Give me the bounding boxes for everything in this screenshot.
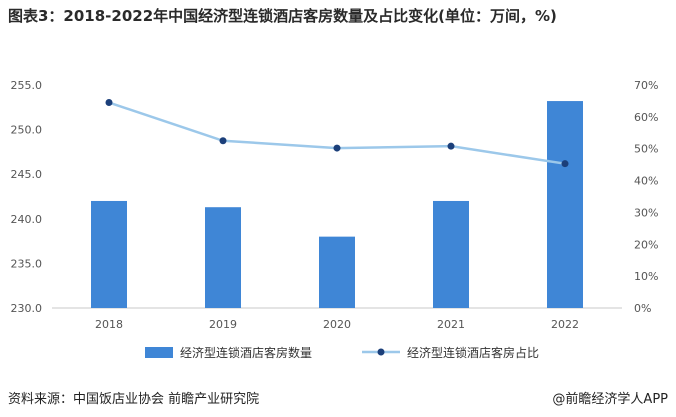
x-tick-label: 2019: [209, 318, 237, 331]
line-point: [105, 99, 113, 107]
legend: 经济型连锁酒店客房数量 经济型连锁酒店客房占比: [145, 345, 539, 360]
line-point: [561, 160, 569, 168]
bar: [433, 200, 469, 308]
line-series: [105, 99, 569, 168]
legend-bar-swatch: [145, 347, 173, 358]
x-tick-label: 2021: [437, 318, 465, 331]
source-note: 资料来源：中国饭店业协会 前瞻产业研究院: [8, 392, 260, 407]
bar-series: [91, 101, 583, 308]
right-tick-label: 70%: [634, 79, 658, 92]
bar: [547, 101, 583, 308]
x-tick-label: 2022: [551, 318, 579, 331]
bar: [91, 200, 127, 308]
line-path: [108, 101, 566, 165]
right-axis-ticks: 0% 10% 20% 30% 40% 50% 60% 70%: [634, 79, 658, 315]
legend-line-label: 经济型连锁酒店客房占比: [407, 345, 539, 360]
legend-bar-label: 经济型连锁酒店客房数量: [180, 345, 312, 360]
left-tick-label: 230.0: [11, 302, 43, 315]
chart-title: 图表3：2018-2022年中国经济型连锁酒店客房数量及占比变化(单位：万间，%…: [8, 7, 557, 25]
x-axis-ticks: 2018 2019 2020 2021 2022: [95, 318, 579, 331]
chart: 230.0 235.0 240.0 245.0 250.0 255.0 0% 10% 20% 3…: [11, 79, 659, 360]
left-tick-label: 250.0: [11, 124, 43, 137]
right-tick-label: 30%: [634, 206, 658, 219]
right-tick-label: 60%: [634, 111, 658, 124]
x-tick-label: 2020: [323, 318, 351, 331]
right-tick-label: 50%: [634, 143, 658, 156]
left-tick-label: 245.0: [11, 168, 43, 181]
right-tick-label: 20%: [634, 238, 658, 251]
right-tick-label: 40%: [634, 175, 658, 188]
right-tick-label: 10%: [634, 270, 658, 283]
line-point: [447, 142, 455, 150]
x-tick-label: 2018: [95, 318, 123, 331]
right-tick-label: 0%: [634, 302, 651, 315]
line-point: [333, 144, 341, 152]
bar: [205, 207, 241, 308]
legend-line-marker: [377, 348, 385, 356]
left-tick-label: 240.0: [11, 213, 43, 226]
left-axis-ticks: 230.0 235.0 240.0 245.0 250.0 255.0: [11, 79, 43, 315]
left-tick-label: 255.0: [11, 79, 43, 92]
left-tick-label: 235.0: [11, 257, 43, 270]
bar: [319, 236, 355, 308]
line-point: [219, 137, 227, 145]
brand-label: @前瞻经济学人APP: [552, 392, 668, 407]
